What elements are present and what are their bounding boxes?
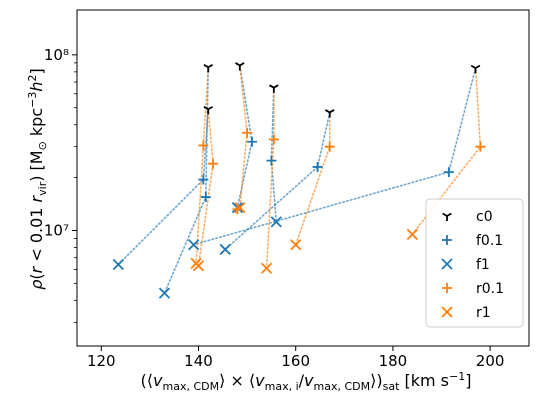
marker-c0-point — [324, 109, 335, 118]
marker-r01-point — [242, 127, 253, 138]
x-axis-label: (⟨vmax, CDM⟩ × ⟨vmax, i/vmax, CDM⟩)sat [… — [141, 370, 472, 393]
marker-c0-point — [235, 62, 245, 71]
marker-f01-point — [312, 161, 323, 172]
connection-line — [195, 66, 210, 265]
marker-f01-point — [266, 155, 277, 166]
marker-r1-point — [234, 201, 246, 214]
connection-line — [197, 108, 214, 267]
legend-label-r1: r1 — [476, 305, 491, 321]
marker-c0-point — [269, 84, 279, 93]
y-tick-label: 10⁸ — [44, 46, 69, 64]
marker-f1-point — [219, 243, 231, 256]
marker-c0-point — [203, 105, 214, 115]
connection-line — [236, 64, 253, 209]
legend-label-r01: r0.1 — [476, 281, 504, 297]
marker-r01-point — [198, 140, 209, 151]
marker-f01-point — [246, 136, 257, 147]
legend-marker-c0 — [442, 212, 452, 221]
legend-box — [425, 198, 524, 328]
x-tick-label: 200 — [476, 352, 505, 370]
marker-r1-point — [406, 228, 418, 241]
y-axis-ticks: 10⁷ 10⁸ — [44, 46, 77, 323]
marker-c0-point — [470, 64, 481, 74]
marker-r01-point — [208, 158, 219, 169]
legend-label-c0: c0 — [476, 209, 493, 225]
marker-r1-point — [260, 262, 273, 274]
legend: c0 f0.1 f1 r0.1 r1 — [425, 198, 524, 328]
x-tick-label: 160 — [281, 352, 310, 370]
legend-marker-r01 — [442, 283, 452, 293]
marker-f1-point — [112, 258, 124, 271]
legend-label-f01: f0.1 — [476, 233, 503, 249]
x-axis-ticks: 120 140 160 180 200 — [87, 346, 504, 370]
marker-r01-point — [268, 134, 279, 145]
legend-label-f1: f1 — [476, 257, 490, 273]
marker-r01-point — [475, 141, 486, 152]
x-tick-label: 140 — [184, 352, 213, 370]
connection-line — [224, 111, 331, 251]
connection-line — [117, 108, 210, 266]
legend-marker-r1 — [441, 306, 453, 318]
legend-marker-f01 — [442, 235, 452, 245]
marker-c0-point — [203, 63, 214, 73]
y-tick-label: 10⁷ — [44, 221, 69, 239]
marker-f1-point — [270, 216, 282, 228]
x-tick-label: 120 — [87, 352, 116, 370]
marker-r1-point — [290, 239, 302, 251]
connection-line — [265, 86, 275, 270]
marker-f01-point — [200, 192, 211, 203]
data-markers — [112, 62, 486, 299]
marker-r1-point — [192, 260, 205, 272]
marker-f1-point — [188, 239, 200, 251]
marker-f1-point — [158, 287, 171, 299]
y-axis-label: ρ(r < 0.01 rvir) [M⊙ kpc−3h2] — [26, 68, 49, 289]
marker-r01-point — [324, 141, 335, 152]
legend-marker-f1 — [441, 258, 453, 270]
marker-f01-point — [443, 167, 454, 178]
x-tick-label: 180 — [379, 352, 408, 370]
marker-f01-point — [198, 174, 209, 185]
